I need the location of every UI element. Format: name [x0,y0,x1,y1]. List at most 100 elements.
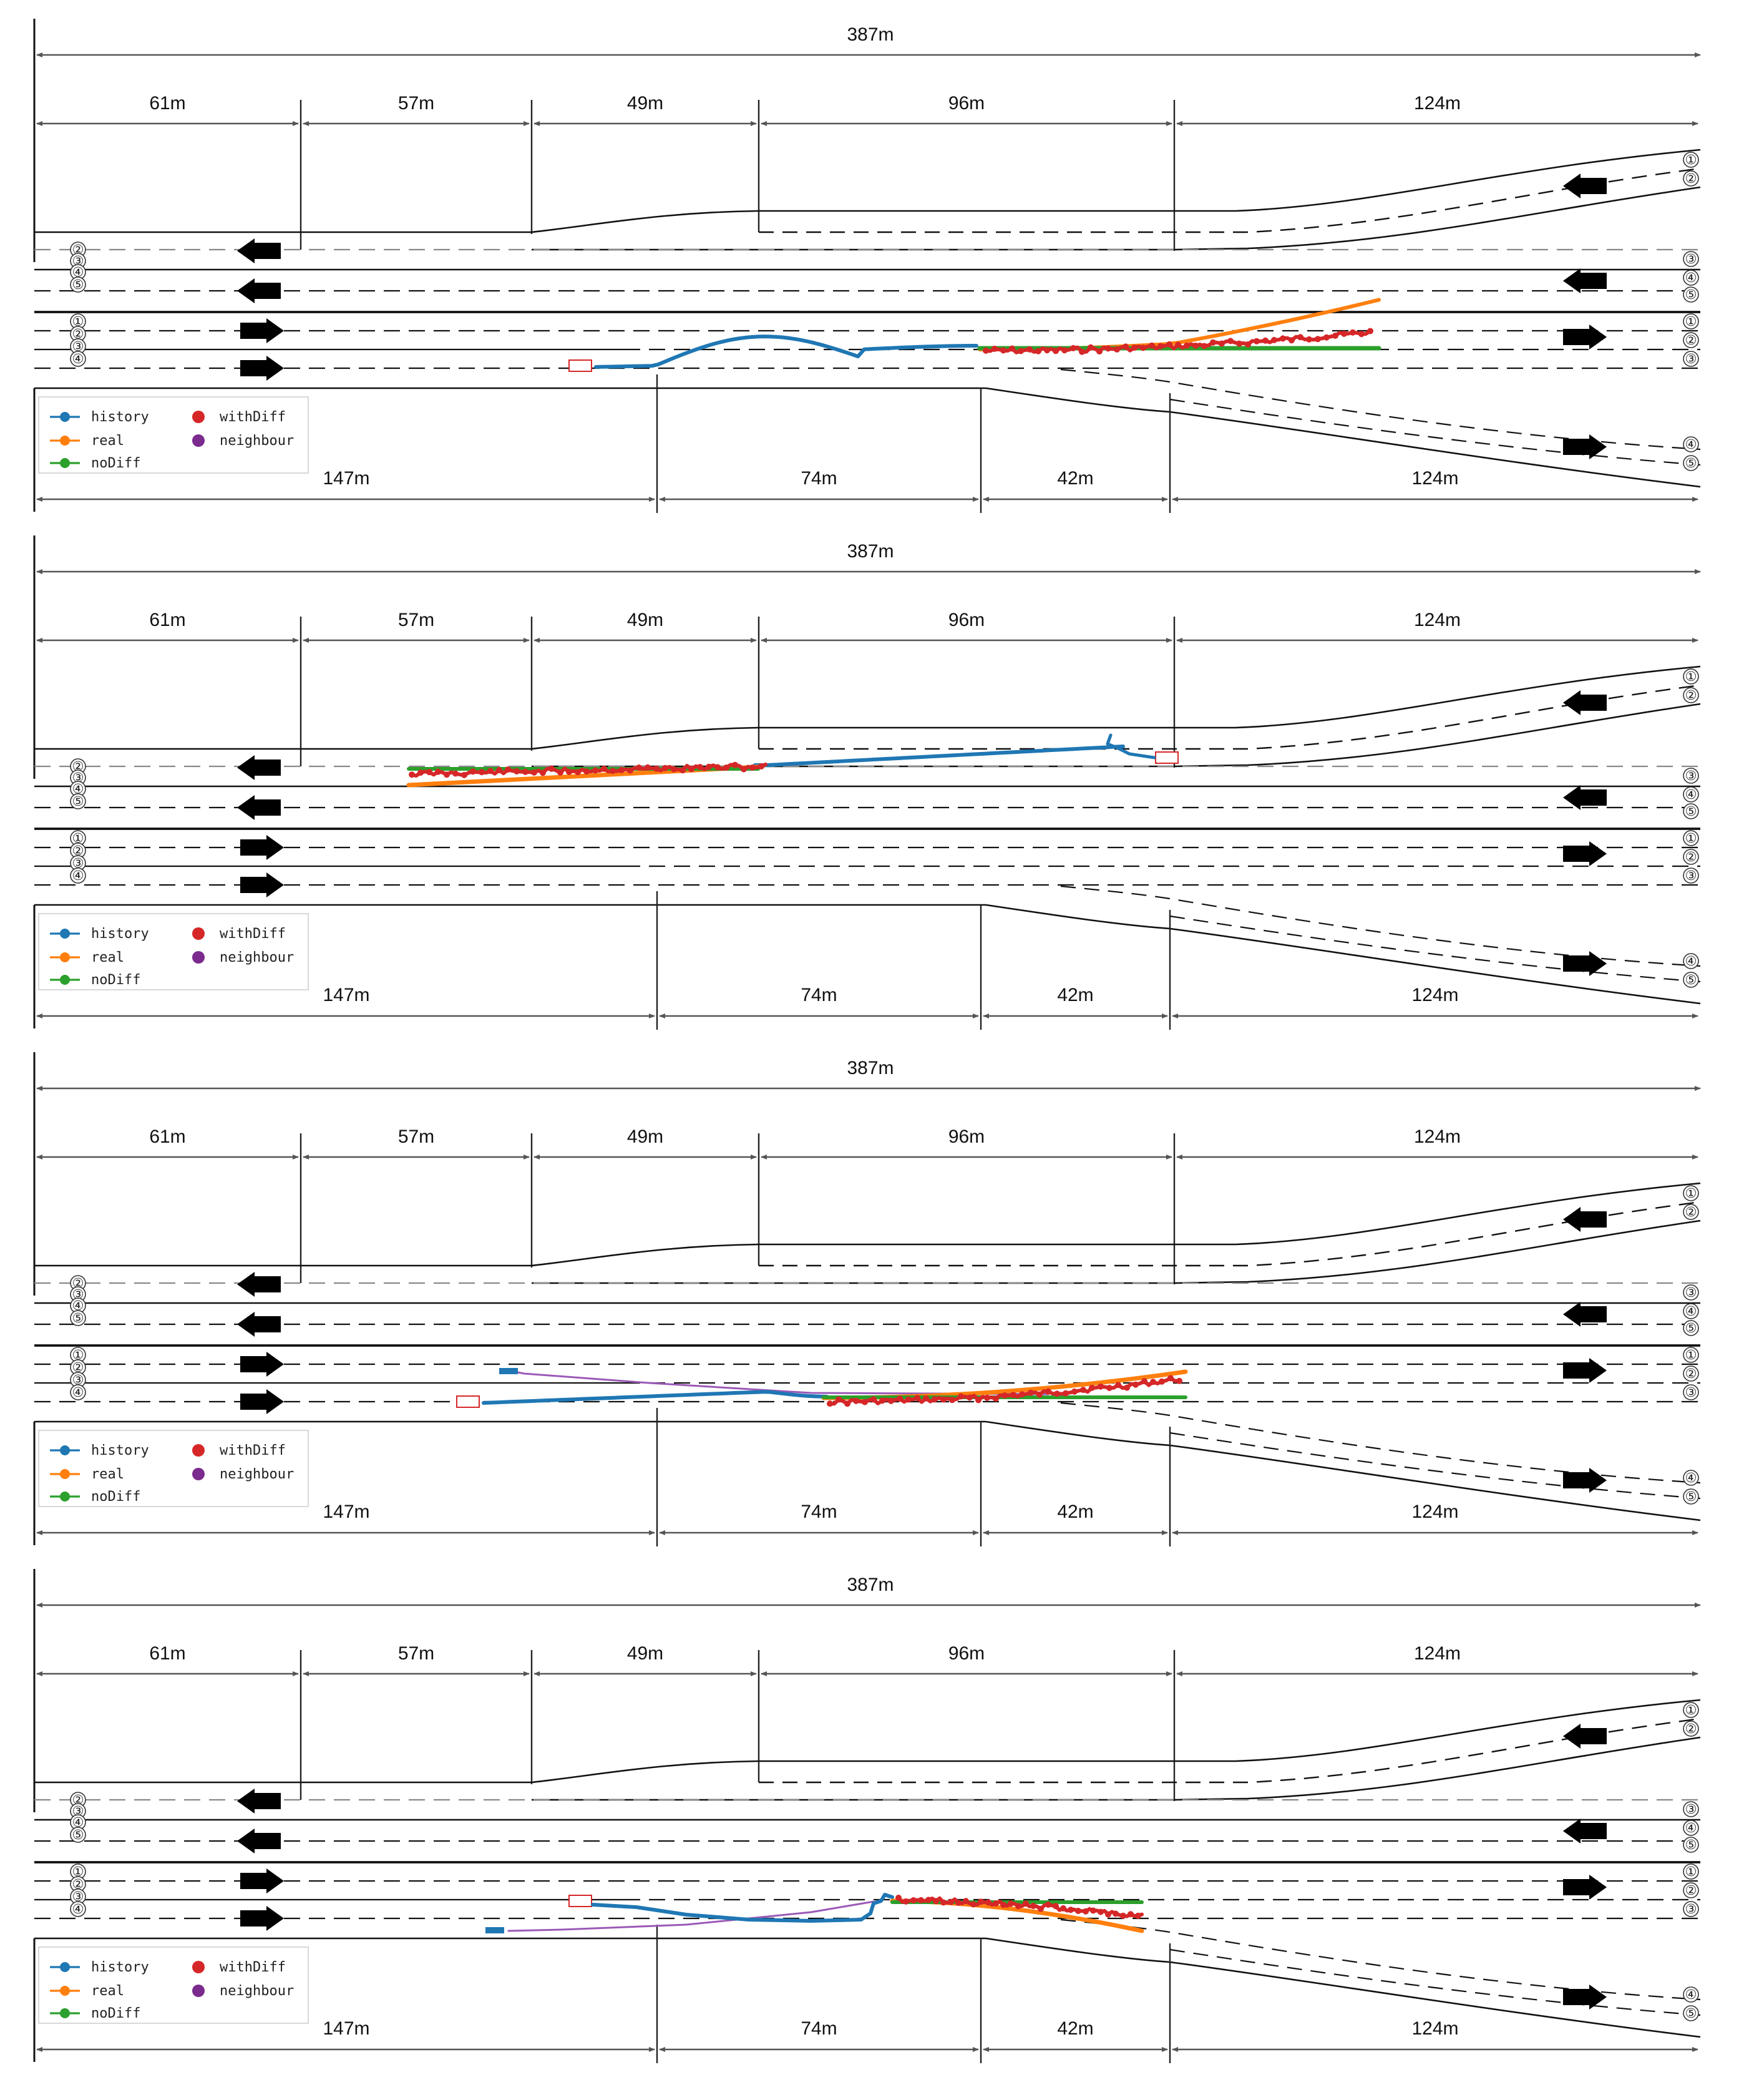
withdiff-sample-point [984,1394,990,1401]
lane-number-circle [1683,1882,1699,1898]
top-segment-label: 96m [948,1126,985,1147]
neighbour-vehicle-marker [485,1927,504,1933]
withdiff-sample-point [470,768,476,775]
lane-number-label: ② [72,843,84,858]
top-segment-label: 96m [948,610,985,630]
lane-number-label: ③ [1685,1385,1697,1400]
withdiff-sample-point [444,771,450,778]
lane-number-circle [1683,1384,1699,1400]
right-arrow-icon [1563,951,1607,976]
top-segment-label: 96m [948,1643,985,1664]
lane-number-label: ④ [1685,437,1697,452]
left-arrow-icon [237,755,281,780]
withdiff-sample-point [1083,1908,1089,1915]
legend-swatch-dot [60,1469,70,1479]
withdiff-sample-point [1000,347,1006,354]
bottom-segment-label: 147m [323,985,369,1005]
lane-number-label: ④ [1685,787,1697,802]
withdiff-sample-point [1080,1387,1086,1394]
withdiff-sample-point [963,1898,969,1905]
left-arrow-icon [1563,1724,1607,1749]
top-segment-label: 57m [398,1126,434,1147]
history-trajectory [482,1390,829,1405]
history-trajectory [594,335,978,369]
withdiff-sample-point [1045,1902,1051,1908]
withdiff-sample-point [1123,343,1129,350]
withdiff-sample-point [910,1897,917,1903]
left-arrow-icon [237,238,281,263]
withdiff-sample-point [627,767,633,774]
lower-ramp-lane-line [1169,1948,1701,2016]
legend: history real noDiff withDiff neighbour [38,396,309,474]
withdiff-sample-point [1120,1912,1126,1919]
lane-number-label: ⑤ [1685,2006,1697,2021]
legend-label: withDiff [220,1960,286,1975]
withdiff-sample-point [1089,1384,1095,1391]
legend-swatch-dot [192,1961,205,1973]
withdiff-sample-point [1124,1384,1130,1391]
withdiff-sample-point [1341,330,1347,337]
lane-number-circle [1683,953,1699,969]
lower-ramp-lane-line [1169,915,1701,983]
upper-ramp-dashed-divider [759,684,1701,750]
upper-ramp-outer-edge [34,1699,1701,1784]
legend-label: history [91,926,149,942]
withdiff-sample-point [1106,1385,1113,1391]
withdiff-sample-point [940,1396,947,1403]
legend-label: history [91,1443,149,1458]
withdiff-sample-point [461,771,467,778]
top-segment-label: 49m [627,93,663,114]
withdiff-sample-point [723,764,729,771]
lane-number-label: ③ [72,1287,84,1302]
lane-number-circle [1683,152,1699,168]
trajectory-layer-3 [456,1368,1188,1408]
withdiff-sample-point [688,766,694,773]
withdiff-sample-point [932,1396,938,1403]
top-segment-label: 124m [1414,1126,1461,1147]
lower-ramp-lane-line [1169,1432,1701,1500]
lane-number-label: ④ [1685,1987,1697,2002]
legend-label: neighbour [220,950,294,965]
neighbour-trajectory [507,1900,875,1932]
lower-ramp-lane-line [1169,398,1701,466]
lane-number-circle [1683,1303,1699,1319]
legend-swatch-dot [60,929,70,939]
top-segment-label: 57m [398,1643,434,1664]
withdiff-sample-point [1030,1903,1036,1909]
lane-number-circle [1683,687,1699,703]
withdiff-sample-point [1167,1375,1174,1382]
lane-number-circle [1683,668,1699,685]
bottom-segment-label: 74m [801,2018,837,2039]
upper-ramp-inner-edge [532,703,1701,768]
legend-swatch-dot [60,1962,70,1972]
withdiff-sample-point [749,764,756,771]
withdiff-sample-point [531,769,537,776]
left-arrow-icon [237,795,281,820]
withdiff-sample-point [1026,346,1033,353]
right-arrow-icon [1563,1468,1607,1493]
upper-ramp-outer-edge [34,665,1701,750]
right-arrow-icon [1563,434,1607,459]
neighbour-vehicle-marker [499,1368,518,1374]
lane-number-circle [1683,1284,1699,1301]
bottom-segment-label: 74m [801,985,837,1005]
lane-number-label: ④ [72,265,84,280]
total-length-label: 387m [847,1058,894,1078]
left-arrow-icon [1563,785,1607,810]
lane-number-circle [1683,455,1699,471]
lane-number-label: ③ [1685,1902,1697,1917]
lane-number-label: ④ [1685,954,1697,969]
lane-number-label: ③ [1685,1285,1697,1300]
bottom-segment-label: 124m [1411,468,1458,489]
lane-number-label: ④ [72,1815,84,1830]
withdiff-sample-point [967,1394,973,1401]
right-arrow-icon [1563,325,1607,349]
withdiff-sample-point [732,761,738,768]
left-arrow-icon [1563,1302,1607,1327]
withdiff-sample-point [1036,1391,1043,1398]
right-arrow-icon [1563,1358,1607,1383]
legend-swatch-dot [60,1445,70,1455]
lane-number-label: ② [72,1276,84,1291]
